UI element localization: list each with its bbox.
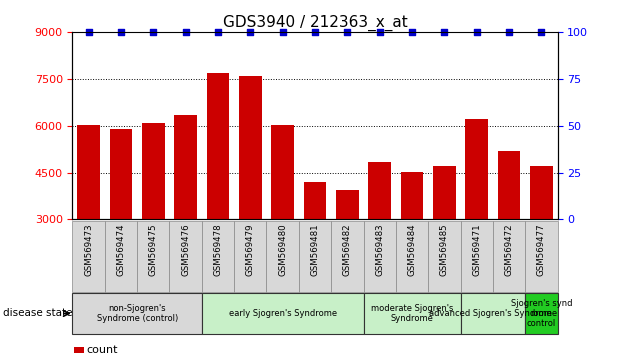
Bar bbox=[401, 172, 423, 313]
Text: GSM569474: GSM569474 bbox=[117, 223, 125, 276]
Text: GSM569482: GSM569482 bbox=[343, 223, 352, 276]
Text: GSM569483: GSM569483 bbox=[375, 223, 384, 276]
Point bbox=[181, 29, 191, 35]
Point bbox=[375, 29, 385, 35]
Text: GSM569478: GSM569478 bbox=[214, 223, 222, 276]
Bar bbox=[396, 221, 428, 292]
Text: early Sjogren's Syndrome: early Sjogren's Syndrome bbox=[229, 309, 336, 318]
Text: GSM569479: GSM569479 bbox=[246, 223, 255, 276]
Text: GSM569480: GSM569480 bbox=[278, 223, 287, 276]
Point bbox=[310, 29, 320, 35]
Bar bbox=[525, 221, 558, 292]
Point bbox=[439, 29, 449, 35]
Point bbox=[116, 29, 126, 35]
Bar bbox=[169, 221, 202, 292]
Bar bbox=[299, 221, 331, 292]
Bar bbox=[239, 76, 261, 313]
Text: GSM569476: GSM569476 bbox=[181, 223, 190, 276]
Bar bbox=[364, 293, 461, 334]
Point bbox=[84, 29, 94, 35]
Bar bbox=[137, 221, 169, 292]
Bar bbox=[175, 115, 197, 313]
Bar bbox=[428, 221, 461, 292]
Text: GSM569473: GSM569473 bbox=[84, 223, 93, 276]
Bar bbox=[530, 166, 553, 313]
Bar bbox=[461, 221, 493, 292]
Text: GSM569471: GSM569471 bbox=[472, 223, 481, 276]
Point bbox=[472, 29, 482, 35]
Bar bbox=[433, 166, 455, 313]
Bar bbox=[207, 73, 229, 313]
Bar bbox=[369, 162, 391, 313]
Bar bbox=[202, 293, 364, 334]
Point bbox=[342, 29, 352, 35]
Bar bbox=[72, 221, 105, 292]
Text: Sjogren's synd
rome
control: Sjogren's synd rome control bbox=[511, 298, 572, 329]
Text: GSM569485: GSM569485 bbox=[440, 223, 449, 276]
Point bbox=[536, 29, 546, 35]
Bar bbox=[105, 221, 137, 292]
Text: moderate Sjogren's
Syndrome: moderate Sjogren's Syndrome bbox=[371, 304, 453, 323]
Bar bbox=[72, 293, 202, 334]
Text: GSM569477: GSM569477 bbox=[537, 223, 546, 276]
Text: GSM569484: GSM569484 bbox=[408, 223, 416, 276]
Bar bbox=[110, 130, 132, 313]
Text: disease state: disease state bbox=[3, 308, 72, 319]
Bar bbox=[525, 293, 558, 334]
Bar bbox=[234, 221, 266, 292]
Point bbox=[148, 29, 158, 35]
Bar bbox=[77, 125, 100, 313]
Text: GSM569472: GSM569472 bbox=[505, 223, 513, 276]
Point bbox=[407, 29, 417, 35]
Bar bbox=[498, 151, 520, 313]
Bar bbox=[466, 119, 488, 313]
Text: GSM569481: GSM569481 bbox=[311, 223, 319, 276]
Point bbox=[504, 29, 514, 35]
Bar bbox=[364, 221, 396, 292]
Point bbox=[278, 29, 288, 35]
Text: GSM569475: GSM569475 bbox=[149, 223, 158, 276]
Bar bbox=[461, 293, 525, 334]
Point bbox=[245, 29, 255, 35]
Bar bbox=[266, 221, 299, 292]
Bar bbox=[493, 221, 525, 292]
Point bbox=[213, 29, 223, 35]
Bar bbox=[202, 221, 234, 292]
Text: count: count bbox=[86, 345, 118, 354]
Text: advanced Sjogren's Syndrome: advanced Sjogren's Syndrome bbox=[429, 309, 557, 318]
Bar bbox=[304, 182, 326, 313]
Text: non-Sjogren's
Syndrome (control): non-Sjogren's Syndrome (control) bbox=[96, 304, 178, 323]
Bar bbox=[272, 125, 294, 313]
Bar bbox=[336, 190, 358, 313]
Bar bbox=[331, 221, 364, 292]
Title: GDS3940 / 212363_x_at: GDS3940 / 212363_x_at bbox=[222, 14, 408, 30]
Bar bbox=[142, 122, 164, 313]
